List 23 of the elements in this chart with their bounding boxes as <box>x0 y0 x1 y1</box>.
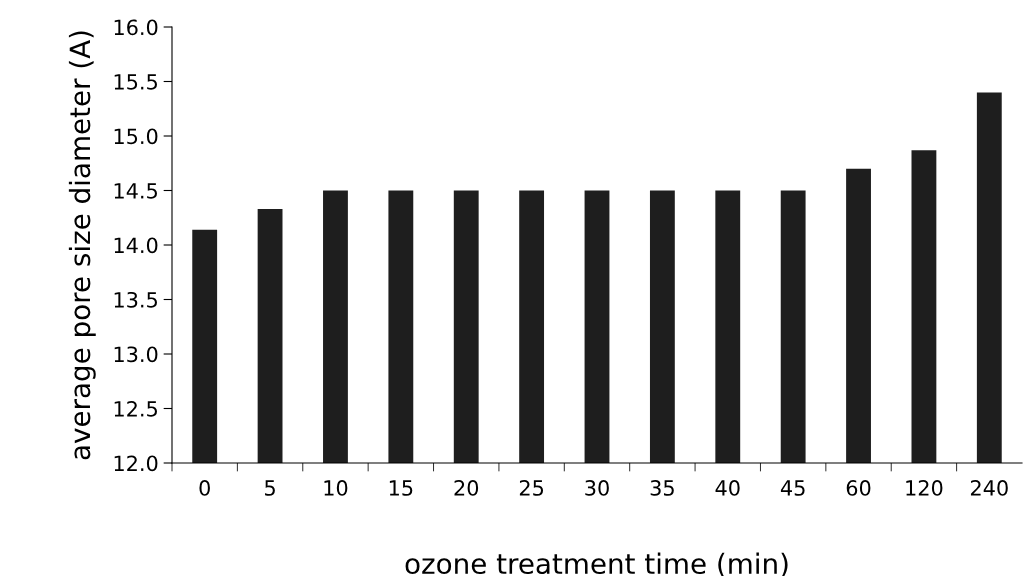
x-tick-label: 120 <box>906 480 943 496</box>
x-tick-label: 20 <box>454 480 479 496</box>
y-tick-label: 15.5 <box>114 74 157 90</box>
x-tick-label: 0 <box>199 480 210 496</box>
x-tick-label: 30 <box>585 480 609 496</box>
x-tick-label: 240 <box>970 480 1008 496</box>
y-tick-label: 12.5 <box>114 400 157 417</box>
y-tick-label: 16.0 <box>114 19 158 36</box>
y-tick-label: 14.5 <box>114 183 157 199</box>
y-tick-label: 14.0 <box>114 237 158 254</box>
x-tick-label: 15 <box>389 480 413 496</box>
y-axis-title: average pore size diameter (A) <box>68 31 96 460</box>
y-tick-label: 12.0 <box>114 455 158 472</box>
y-tick-label: 13.0 <box>114 346 158 363</box>
x-tick-label: 60 <box>846 480 871 496</box>
y-tick-label: 15.0 <box>114 128 158 145</box>
x-tick-label: 45 <box>780 480 805 496</box>
x-tick-label: 5 <box>265 480 275 496</box>
x-tick-label: 10 <box>324 480 348 496</box>
x-tick-label: 35 <box>650 480 674 496</box>
x-tick-label: 40 <box>715 480 740 496</box>
y-tick-label: 13.5 <box>114 291 157 308</box>
x-tick-label: 25 <box>519 480 544 496</box>
